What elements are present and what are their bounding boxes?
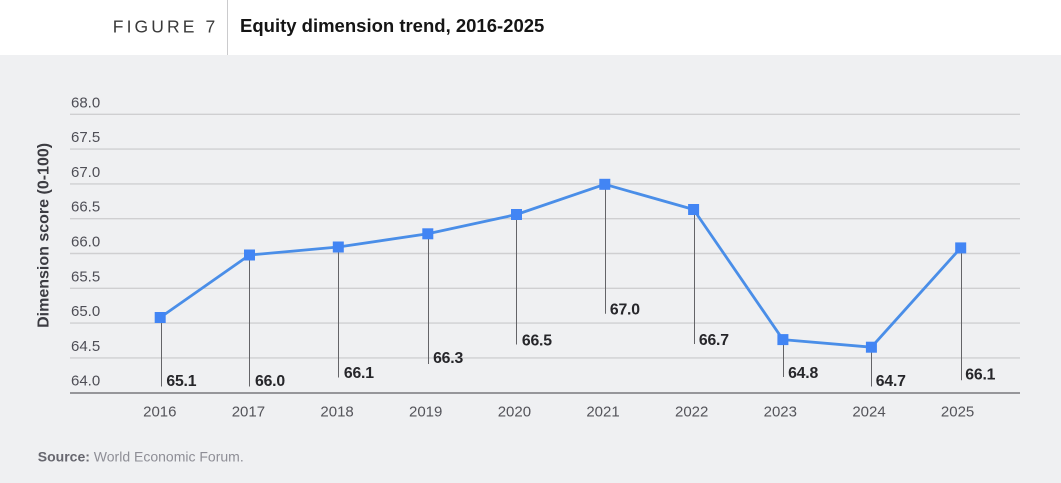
svg-text:65.1: 65.1 — [166, 373, 196, 390]
svg-text:66.0: 66.0 — [71, 234, 100, 251]
svg-text:66.0: 66.0 — [255, 373, 285, 390]
svg-text:68.0: 68.0 — [71, 94, 100, 111]
svg-text:2020: 2020 — [498, 404, 531, 421]
svg-text:66.7: 66.7 — [699, 332, 729, 349]
svg-text:2019: 2019 — [409, 404, 442, 421]
svg-text:67.5: 67.5 — [71, 129, 100, 146]
svg-text:Equity dimension trend, 2016-2: Equity dimension trend, 2016-2025 — [240, 15, 544, 36]
svg-text:2016: 2016 — [143, 404, 176, 421]
svg-text:2025: 2025 — [941, 404, 974, 421]
svg-text:66.5: 66.5 — [522, 333, 552, 350]
svg-text:Source: World Economic Forum.: Source: World Economic Forum. — [38, 449, 244, 465]
svg-text:66.3: 66.3 — [433, 350, 463, 367]
svg-text:2017: 2017 — [232, 404, 265, 421]
svg-text:65.0: 65.0 — [71, 303, 100, 320]
svg-text:64.8: 64.8 — [788, 365, 818, 382]
svg-text:2023: 2023 — [764, 404, 797, 421]
svg-text:2018: 2018 — [320, 404, 353, 421]
svg-text:2024: 2024 — [852, 404, 885, 421]
svg-text:2021: 2021 — [586, 404, 619, 421]
svg-text:64.5: 64.5 — [71, 338, 100, 355]
svg-text:66.1: 66.1 — [965, 367, 995, 384]
svg-text:Dimension score (0-100): Dimension score (0-100) — [36, 143, 53, 328]
svg-text:65.5: 65.5 — [71, 268, 100, 285]
svg-text:64.0: 64.0 — [71, 373, 100, 390]
svg-text:67.0: 67.0 — [71, 164, 100, 181]
svg-text:64.7: 64.7 — [876, 373, 906, 390]
svg-text:FIGURE 7: FIGURE 7 — [113, 16, 219, 36]
svg-text:2022: 2022 — [675, 404, 708, 421]
svg-text:66.5: 66.5 — [71, 199, 100, 216]
svg-text:67.0: 67.0 — [610, 302, 640, 319]
svg-text:66.1: 66.1 — [344, 365, 374, 382]
